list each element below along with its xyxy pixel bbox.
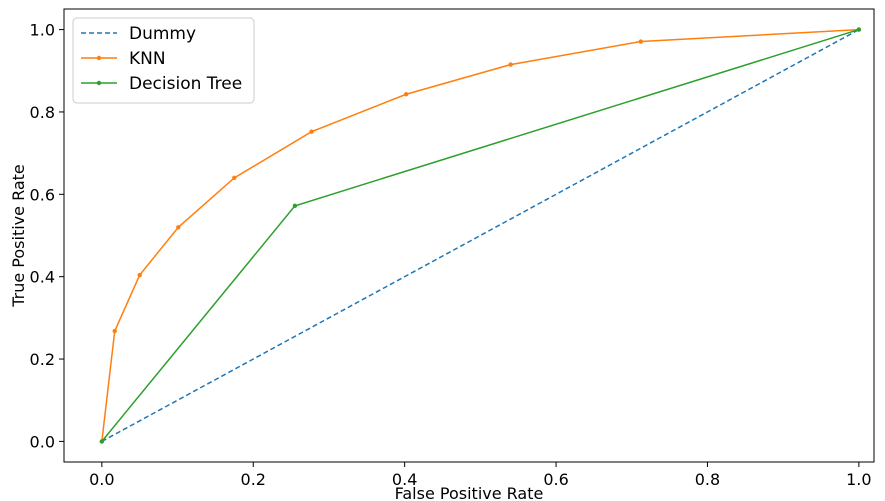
- x-tick-label: 1.0: [846, 470, 871, 489]
- legend-marker-decision-tree: [96, 80, 102, 86]
- decision-tree-point: [292, 203, 298, 209]
- y-tick-label: 1.0: [30, 21, 55, 40]
- legend-box: [72, 17, 255, 104]
- legend-label-knn: KNN: [129, 49, 166, 69]
- knn-point: [137, 272, 142, 278]
- y-tick-label: 0.0: [30, 432, 55, 451]
- knn-point: [112, 328, 117, 334]
- y-tick-label: 0.2: [30, 350, 55, 369]
- decision-tree-point: [856, 27, 862, 32]
- legend: Dummy KNN Decision Tree: [72, 17, 255, 104]
- y-tick-label: 0.4: [30, 268, 55, 287]
- x-tick-label: 0.6: [543, 470, 568, 489]
- legend-marker-knn: [96, 55, 102, 61]
- x-tick-label: 0.8: [695, 470, 720, 489]
- knn-point: [232, 175, 237, 181]
- x-tick-label: 0.2: [241, 470, 266, 489]
- axis-ticks: 0.0 0.2 0.4 0.6 0.8 1.0 0.0 0.2 0.4 0.6 0.8 1.0: [30, 21, 872, 489]
- knn-point: [176, 225, 181, 230]
- y-tick-label: 0.8: [30, 103, 55, 122]
- legend-label-decision-tree: Decision Tree: [129, 74, 242, 94]
- knn-line: [101, 28, 859, 442]
- knn-point: [508, 62, 513, 67]
- x-tick-label: 0.0: [89, 470, 114, 489]
- y-axis-label: True Positive Rate: [9, 164, 28, 308]
- legend-label-dummy: Dummy: [129, 24, 196, 44]
- x-axis-label: False Positive Rate: [395, 484, 544, 501]
- y-tick-label: 0.6: [30, 185, 55, 204]
- knn-point: [309, 129, 314, 134]
- knn-point: [638, 39, 644, 44]
- x-tick-label: 0.4: [392, 470, 417, 489]
- plot-frame: [63, 8, 875, 463]
- plot-lines: [99, 27, 862, 444]
- decision-tree-point: [99, 439, 105, 444]
- knn-point: [403, 92, 409, 97]
